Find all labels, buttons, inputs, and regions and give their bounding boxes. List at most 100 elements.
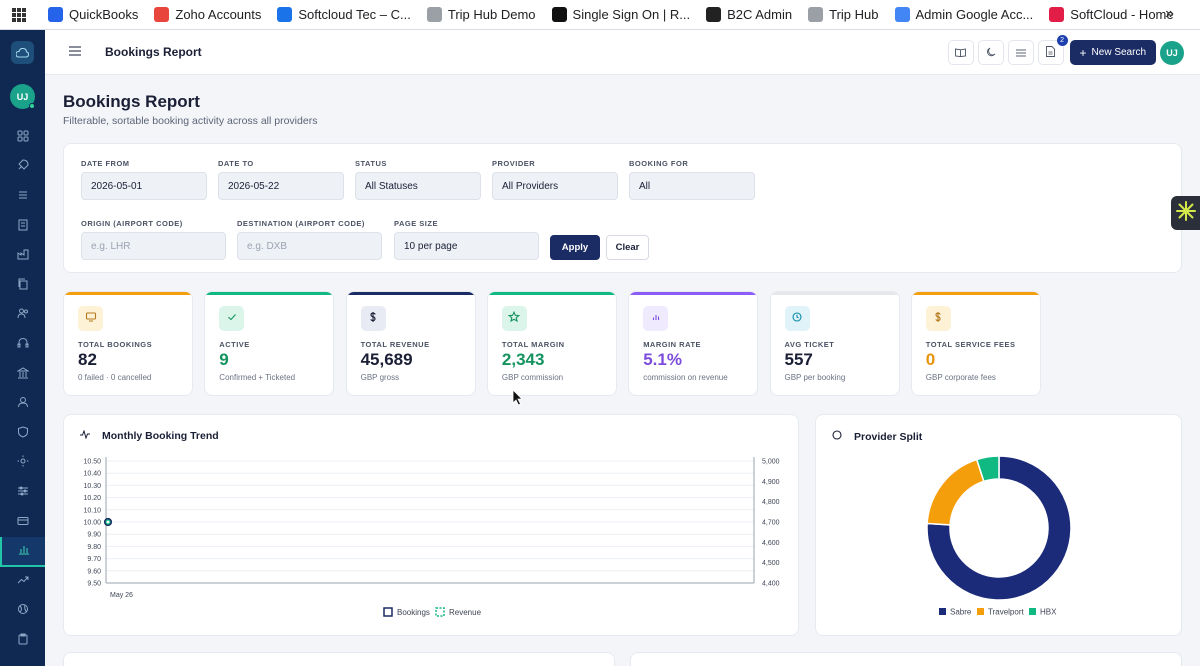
date-to-input[interactable]: 2026-05-22 — [218, 172, 344, 200]
kpi-icon-box — [360, 306, 386, 331]
globe-icon — [706, 7, 722, 22]
kpi-card-total-revenue: TOTAL REVENUE 45,689 GBP gross — [345, 291, 476, 396]
user-icon — [17, 395, 29, 413]
kpi-card-avg-ticket: AVG TICKET 557 GBP per booking — [769, 291, 900, 396]
split-card-title: Provider Split — [854, 430, 923, 443]
book-button[interactable] — [947, 40, 974, 65]
zoho-icon — [154, 7, 170, 22]
menu-button[interactable] — [1007, 40, 1034, 65]
kpi-value: 9 — [219, 350, 229, 369]
r-logo-icon — [551, 7, 567, 22]
kpi-accent-bar — [629, 292, 758, 295]
destination-input[interactable]: e.g. DXB — [237, 232, 382, 260]
origin-input[interactable]: e.g. LHR — [81, 232, 226, 260]
sidebar-item-sliders[interactable] — [0, 478, 45, 508]
y-tick-left: 10.10 — [83, 507, 101, 514]
dollar-icon — [367, 310, 379, 328]
kpi-icon-box — [784, 306, 810, 331]
sidebar-item-globe[interactable] — [0, 597, 45, 627]
y-tick-left: 9.90 — [87, 532, 101, 539]
kpi-card-total-margin: TOTAL MARGIN 2,343 GBP commission — [486, 291, 617, 396]
destination-label: DESTINATION (AIRPORT CODE) — [237, 219, 365, 228]
bookmark-label: QuickBooks — [69, 7, 139, 22]
kpi-value: 557 — [784, 350, 813, 369]
clear-button[interactable]: Clear — [606, 235, 649, 260]
page-size-label: PAGE SIZE — [394, 219, 438, 228]
y-tick-right: 4,800 — [762, 499, 780, 506]
kpi-value: 0 — [925, 350, 936, 369]
bookmark-item[interactable]: SoftCloud - Home — [1049, 7, 1174, 22]
bookmark-item[interactable]: Single Sign On | R... — [551, 7, 690, 22]
app-logo-icon[interactable] — [11, 41, 34, 64]
booking-for-select[interactable]: All — [629, 172, 755, 200]
monitor-icon — [85, 310, 97, 328]
user-avatar[interactable]: UJ — [1160, 40, 1184, 65]
bookmark-label: B2C Admin — [727, 7, 793, 22]
dollar-icon — [932, 310, 944, 328]
bank-icon — [15, 366, 30, 384]
sidebar-item-rocket[interactable] — [0, 153, 45, 183]
provider-select[interactable]: All Providers — [492, 172, 618, 200]
sidebar-item-headset[interactable] — [0, 330, 45, 360]
y-tick-left: 9.50 — [87, 581, 101, 588]
rocket-icon — [17, 158, 29, 176]
sidebar-item-factory[interactable] — [0, 241, 45, 271]
bookmark-label: Zoho Accounts — [175, 7, 262, 22]
dark-mode-button[interactable] — [977, 40, 1004, 65]
bookmark-item[interactable]: Trip Hub Demo — [426, 7, 536, 22]
bookmark-label: SoftCloud - Home — [1070, 7, 1174, 22]
status-select[interactable]: All Statuses — [355, 172, 481, 200]
sidebar-item-users[interactable] — [0, 301, 45, 331]
page-subtitle: Filterable, sortable booking activity ac… — [63, 115, 318, 127]
bar-chart-icon — [18, 542, 30, 560]
sidebar-item-user[interactable] — [0, 389, 45, 419]
sidebar-item-grid[interactable] — [0, 123, 45, 153]
bar-chart-icon — [650, 310, 662, 328]
sidebar-item-building[interactable] — [0, 212, 45, 242]
google-icon — [894, 7, 910, 22]
monthly-trend-chart: 10.50 10.40 10.30 10.20 10.10 10.00 9.90 9.80 9.… — [83, 457, 780, 617]
menu-toggle-icon[interactable] — [69, 43, 83, 61]
user-avatar-initials: UJ — [1166, 47, 1178, 58]
bookmark-item[interactable]: QuickBooks — [48, 7, 138, 22]
bookmark-label: Trip Hub — [829, 7, 879, 22]
bookmark-item[interactable]: B2C Admin — [706, 7, 792, 22]
legend-swatch-hbx — [1029, 608, 1036, 615]
sidebar-item-clipboard[interactable] — [0, 626, 45, 656]
sidebar-item-bar-chart[interactable] — [0, 537, 45, 567]
sidebar-item-sun[interactable] — [0, 449, 45, 479]
new-search-button[interactable]: + New Search — [1069, 40, 1156, 65]
kpi-subtext: GBP gross — [360, 373, 400, 382]
sidebar-avatar[interactable]: UJ — [10, 84, 35, 109]
sidebar-item-bank[interactable] — [0, 360, 45, 390]
side-widget-button[interactable] — [1171, 196, 1200, 230]
apps-grid-icon[interactable] — [8, 4, 30, 26]
sidebar-item-list[interactable] — [0, 182, 45, 212]
sidebar-avatar-initials: UJ — [16, 91, 29, 102]
globe-icon — [17, 602, 29, 620]
documents-button[interactable]: 2 — [1037, 35, 1068, 65]
sidebar-item-shield[interactable] — [0, 419, 45, 449]
bookmark-item[interactable]: Trip Hub — [808, 7, 879, 22]
sidebar: UJ — [0, 30, 45, 666]
bookmark-item[interactable]: Admin Google Acc... — [894, 7, 1033, 22]
moon-icon — [986, 44, 996, 62]
notification-badge: 2 — [1056, 35, 1068, 46]
sun-icon — [17, 454, 29, 472]
apply-button[interactable]: Apply — [550, 235, 600, 260]
kpi-icon-box — [643, 306, 669, 331]
bookmark-item[interactable]: Zoho Accounts — [154, 7, 261, 22]
sidebar-item-copy[interactable] — [0, 271, 45, 301]
clock-icon — [791, 310, 803, 328]
y-tick-left: 10.20 — [83, 495, 101, 502]
sidebar-item-trend[interactable] — [0, 567, 45, 597]
activity-icon — [80, 429, 96, 442]
date-from-input[interactable]: 2026-05-01 — [81, 172, 207, 200]
more-bookmarks-icon[interactable]: » — [1165, 5, 1174, 22]
bookmark-item[interactable]: Softcloud Tec – C... — [277, 7, 411, 22]
y-tick-left: 9.80 — [87, 544, 101, 551]
sidebar-item-card[interactable] — [0, 508, 45, 538]
page-size-select[interactable]: 10 per page — [394, 232, 539, 260]
kpi-accent-bar — [64, 292, 192, 295]
topbar: Bookings Report 2 + New Search UJ — [45, 30, 1200, 75]
